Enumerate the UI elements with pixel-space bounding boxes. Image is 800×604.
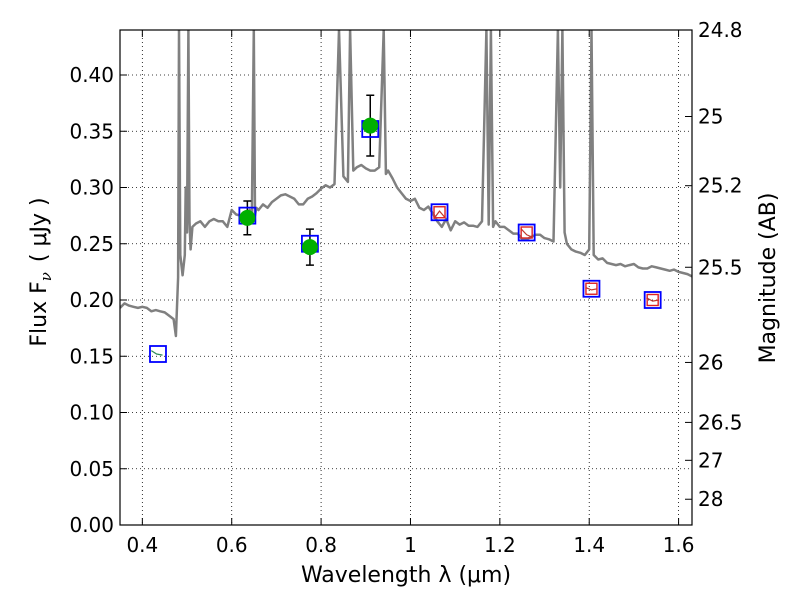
x-tick-label: 0.8 [305, 533, 337, 557]
x-tick-label: 0.4 [126, 533, 158, 557]
y-tick-label: 0.00 [69, 513, 114, 537]
model-box [149, 345, 167, 363]
inner-box [646, 293, 659, 307]
y2-tick-label: 26 [698, 350, 723, 374]
y-tick-label: 0.35 [69, 119, 114, 143]
y2-tick-label: 24.8 [698, 18, 743, 42]
svg-text:Flux Fν( μJy ): Flux Fν ( μJy ) [27, 197, 55, 346]
grid [120, 30, 692, 526]
spectrum-overlay [433, 210, 446, 220]
y-axis-label-group: Flux Fν ( μJy ) [27, 197, 55, 346]
spectrum-line [120, 30, 692, 338]
spectrum-overlay [585, 287, 598, 291]
plot-frame [119, 29, 693, 526]
spectrum-overlay [646, 297, 660, 302]
y-axis-label: Flux F [27, 281, 52, 346]
inner-box [585, 282, 598, 295]
y2-tick-label: 25 [698, 105, 723, 129]
y2-axis-label: Magnitude (AB) [756, 193, 781, 364]
y-tick-label: 0.10 [69, 401, 114, 425]
axes: 0.4 0.6 0.8 1 1.2 1.4 1.6 0.00 0.05 0.10 0.15 0.20 0… [69, 18, 742, 557]
y2-tick-label: 26.5 [698, 410, 743, 434]
y2-tick-label: 27 [698, 448, 723, 472]
x-axis-label: Wavelength λ (μm) [301, 563, 511, 588]
x-tick-label: 1.6 [663, 533, 695, 557]
y2-tick-label: 25.2 [698, 174, 743, 198]
y2-tick-label: 28 [698, 487, 723, 511]
y-tick-label: 0.40 [69, 63, 114, 87]
y-axis-label-subscript: ν [37, 272, 55, 281]
y-axis-label-unit: ( μJy ) [27, 197, 52, 262]
model-box [517, 223, 536, 242]
spectrum-overlay [150, 350, 163, 356]
x-tick-label: 1 [404, 533, 417, 557]
y2-tick-label: 25.5 [698, 255, 743, 279]
x-tick-label: 1.4 [573, 533, 605, 557]
inner-box [433, 206, 446, 219]
model-box [643, 291, 662, 309]
observed-point [301, 239, 318, 256]
observed-point [362, 117, 379, 134]
x-tick-label: 0.6 [216, 533, 248, 557]
y-tick-label: 0.20 [69, 288, 114, 312]
model-box [430, 203, 449, 222]
observed-point [239, 209, 256, 226]
plot-area [120, 30, 692, 363]
inner-box [520, 226, 533, 239]
y-tick-label: 0.25 [69, 232, 114, 256]
y-tick-label: 0.15 [69, 344, 114, 368]
y-tick-label: 0.05 [69, 457, 114, 481]
model-box [582, 279, 601, 298]
y-tick-label: 0.30 [69, 176, 114, 200]
x-tick-label: 1.2 [484, 533, 516, 557]
spectrum-overlay [520, 228, 533, 238]
